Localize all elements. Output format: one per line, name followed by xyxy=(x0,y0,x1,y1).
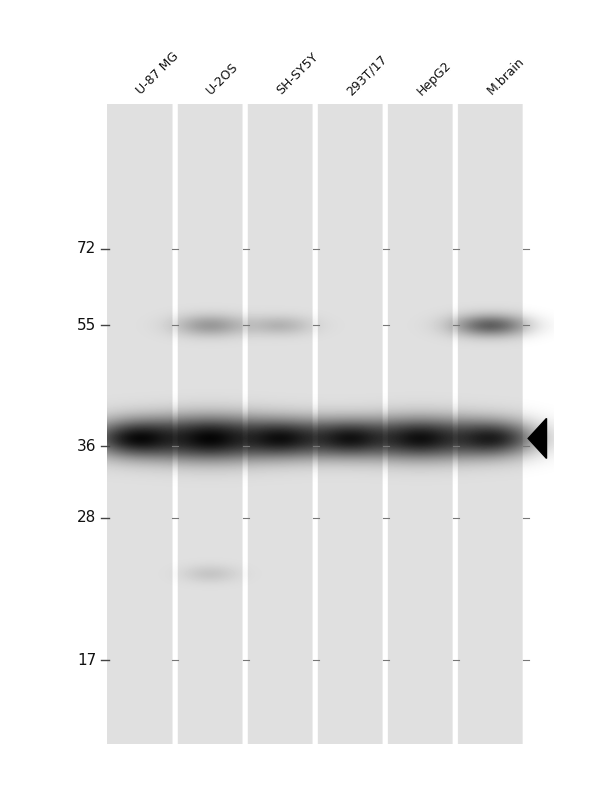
Text: M.brain: M.brain xyxy=(485,55,527,98)
Text: 28: 28 xyxy=(77,510,96,526)
Text: 72: 72 xyxy=(77,241,96,256)
Bar xyxy=(458,104,523,744)
Text: SH-SY5Y: SH-SY5Y xyxy=(274,51,321,98)
Text: U-87 MG: U-87 MG xyxy=(133,50,181,98)
Text: 293T/17: 293T/17 xyxy=(344,52,390,98)
Text: 55: 55 xyxy=(77,318,96,333)
Bar xyxy=(177,104,242,744)
Polygon shape xyxy=(528,418,547,458)
Bar xyxy=(247,104,313,744)
Bar xyxy=(388,104,453,744)
Bar xyxy=(107,104,173,744)
Text: 36: 36 xyxy=(76,438,96,454)
Text: HepG2: HepG2 xyxy=(414,58,453,98)
Text: U-2OS: U-2OS xyxy=(204,61,241,98)
Text: 17: 17 xyxy=(77,653,96,668)
Bar xyxy=(318,104,383,744)
